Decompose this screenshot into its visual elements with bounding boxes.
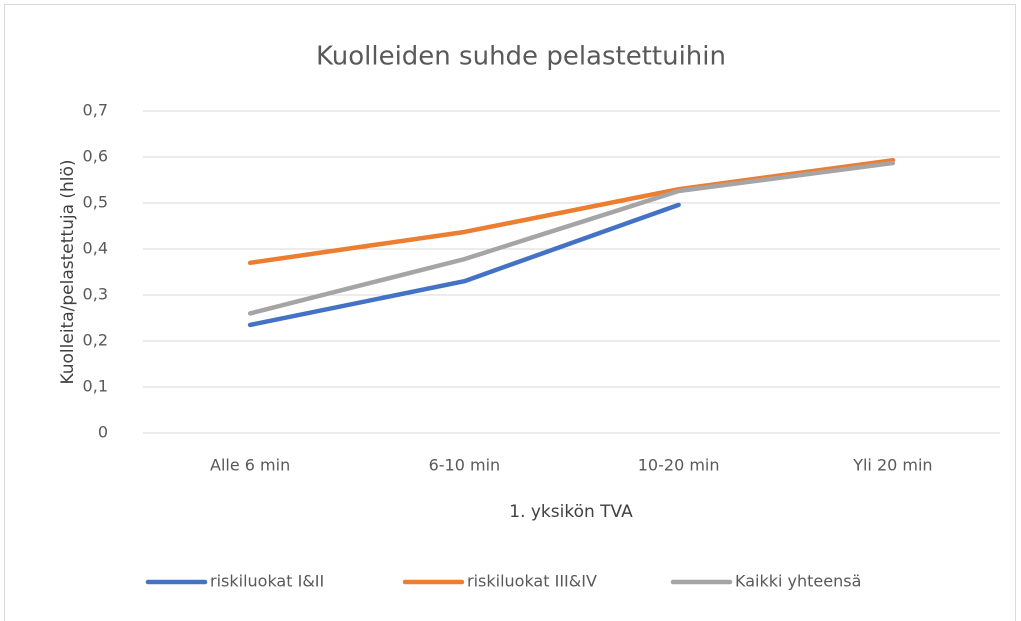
series-line [247, 160, 896, 316]
legend-label: Kaikki yhteensä [735, 572, 861, 591]
y-tick-label: 0,2 [83, 331, 108, 350]
y-tick-label: 0,1 [83, 377, 108, 396]
y-tick-label: 0,3 [83, 285, 108, 304]
y-tick-label: 0,4 [83, 239, 108, 258]
x-axis-title: 1. yksikön TVA [509, 502, 633, 522]
x-tick-label: Alle 6 min [210, 456, 290, 475]
y-tick-label: 0,7 [83, 101, 108, 120]
legend-label: riskiluokat III&IV [467, 572, 597, 591]
series-line [247, 157, 896, 266]
y-tick-label: 0,5 [83, 193, 108, 212]
chart-title: Kuolleiden suhde pelastettuihin [316, 42, 726, 72]
y-tick-label: 0 [98, 423, 108, 442]
series-line [247, 202, 681, 328]
x-tick-label: Yli 20 min [852, 456, 932, 475]
legend-label: riskiluokat I&II [210, 572, 324, 591]
chart-border [4, 4, 1016, 621]
y-axis-title: Kuolleita/pelastettuja (hlö) [58, 159, 78, 384]
x-tick-label: 10-20 min [638, 456, 720, 475]
y-tick-label: 0,6 [83, 147, 108, 166]
x-tick-label: 6-10 min [429, 456, 501, 475]
